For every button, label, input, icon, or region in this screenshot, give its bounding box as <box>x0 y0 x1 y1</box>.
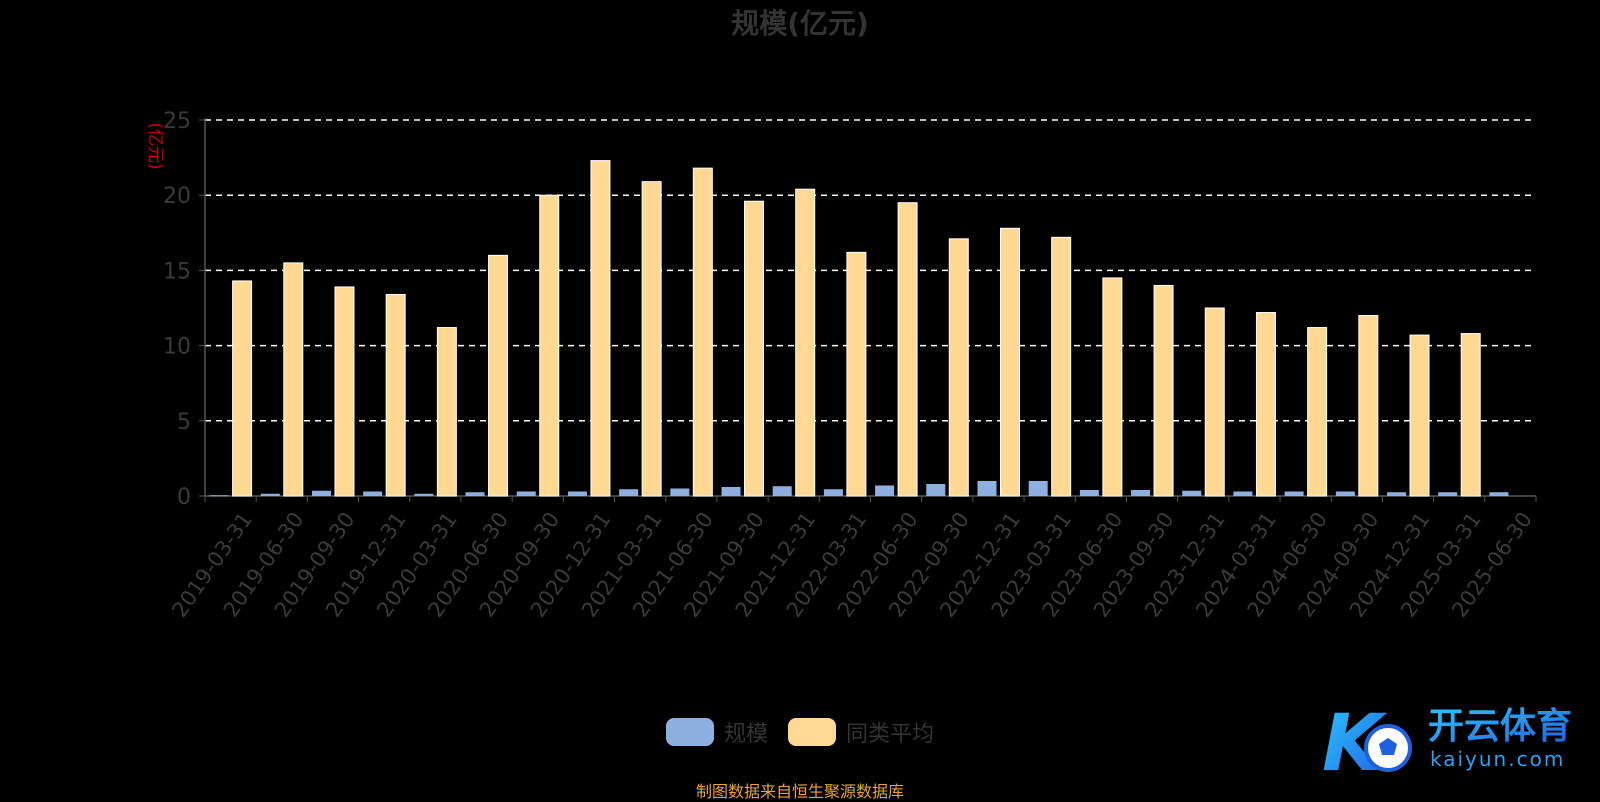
bar-scale <box>260 493 280 496</box>
y-tick-label: 5 <box>177 410 191 435</box>
bar-scale <box>1233 491 1253 496</box>
bar-scale <box>567 491 587 496</box>
bar-category-average <box>283 262 304 497</box>
y-tick-label: 10 <box>163 335 191 360</box>
bar-category-average <box>1153 284 1174 497</box>
legend: 规模 同类平均 <box>0 716 1600 748</box>
bars <box>209 160 1509 497</box>
kaiyun-logo: K 开云体育 kaiyun.com <box>1322 699 1572 789</box>
bar-scale <box>1284 491 1304 496</box>
bar-category-average <box>1307 327 1328 497</box>
y-tick-label: 20 <box>163 184 191 209</box>
legend-swatch-avg <box>788 718 836 746</box>
data-source-note: 制图数据来自恒生聚源数据库 <box>695 782 904 801</box>
bar-scale <box>721 486 741 496</box>
bar-category-average <box>539 194 560 497</box>
bar-category-average <box>1102 277 1123 497</box>
bar-category-average <box>385 293 406 497</box>
bar-category-average <box>1460 333 1481 497</box>
bar-scale <box>1182 490 1202 496</box>
bar-scale <box>363 491 383 496</box>
bar-category-average <box>1409 334 1430 497</box>
bar-category-average <box>948 238 969 497</box>
bar-category-average <box>897 202 918 497</box>
bar-category-average <box>641 181 662 497</box>
bar-scale <box>823 489 843 496</box>
bar-scale <box>1335 491 1355 496</box>
grid-lines <box>205 119 1536 422</box>
bar-category-average <box>590 160 611 497</box>
bar-category-average <box>232 280 253 497</box>
bar-scale <box>926 483 946 496</box>
bar-scale <box>414 493 434 496</box>
bar-category-average <box>744 200 765 497</box>
bar-scale <box>1438 492 1458 496</box>
bar-scale <box>209 495 229 497</box>
legend-label-scale: 规模 <box>723 722 768 747</box>
bar-category-average <box>488 254 509 497</box>
y-tick-label: 0 <box>177 485 191 510</box>
y-tick-label: 25 <box>163 109 191 134</box>
legend-item-scale[interactable]: 规模 <box>665 716 768 748</box>
bar-scale <box>1131 489 1151 496</box>
bar-category-average <box>795 188 816 497</box>
soccer-ball-icon <box>1364 724 1412 772</box>
legend-swatch-scale <box>665 718 714 746</box>
y-tick-label: 15 <box>163 259 191 284</box>
legend-item-avg[interactable]: 同类平均 <box>788 716 934 748</box>
bar-category-average <box>692 167 713 497</box>
bar-scale <box>875 485 895 496</box>
logo-domain-text: kaiyun.com <box>1430 747 1565 771</box>
y-axis-unit-label: (亿元) <box>145 122 165 169</box>
bar-scale <box>1489 492 1509 496</box>
bar-category-average <box>436 327 457 497</box>
bar-scale <box>311 490 331 496</box>
bar-scale <box>1387 492 1407 496</box>
logo-brand-text: 开云体育 <box>1428 706 1572 747</box>
legend-label-avg: 同类平均 <box>846 722 935 747</box>
bar-category-average <box>999 227 1020 497</box>
bar-category-average <box>1204 307 1225 497</box>
bar-scale <box>670 488 690 496</box>
chart-title: 规模(亿元) <box>731 7 869 40</box>
bar-scale <box>619 489 639 496</box>
bar-scale <box>516 491 536 496</box>
bar-scale <box>772 486 792 496</box>
bar-scale <box>1028 480 1048 496</box>
bar-category-average <box>1051 236 1072 497</box>
bar-scale <box>977 480 997 496</box>
bar-category-average <box>334 286 355 497</box>
bar-scale <box>1079 489 1099 496</box>
bar-category-average <box>1255 312 1276 497</box>
bar-scale <box>465 492 485 496</box>
bar-category-average <box>1358 315 1379 497</box>
bar-category-average <box>846 251 867 497</box>
